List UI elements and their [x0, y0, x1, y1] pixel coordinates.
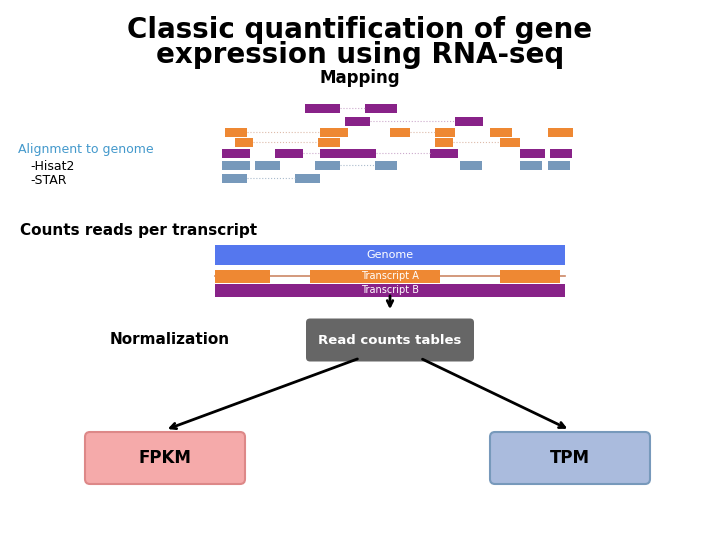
- Text: Counts reads per transcript: Counts reads per transcript: [20, 222, 257, 238]
- Text: -Hisat2: -Hisat2: [30, 159, 74, 172]
- Bar: [295, 173, 320, 183]
- Bar: [222, 148, 250, 158]
- Text: -STAR: -STAR: [30, 173, 66, 186]
- Bar: [520, 148, 545, 158]
- FancyBboxPatch shape: [85, 432, 245, 484]
- Bar: [255, 160, 280, 170]
- Bar: [320, 127, 348, 137]
- Bar: [548, 127, 573, 137]
- Bar: [215, 269, 270, 282]
- Bar: [275, 148, 303, 158]
- Bar: [315, 160, 340, 170]
- Bar: [490, 127, 512, 137]
- FancyBboxPatch shape: [306, 319, 474, 361]
- Bar: [520, 160, 542, 170]
- Bar: [550, 148, 572, 158]
- Bar: [375, 160, 397, 170]
- Text: Normalization: Normalization: [110, 333, 230, 348]
- Bar: [430, 148, 458, 158]
- Bar: [225, 127, 247, 137]
- Text: Classic quantification of gene: Classic quantification of gene: [127, 16, 593, 44]
- Bar: [500, 138, 520, 146]
- Bar: [305, 104, 340, 112]
- FancyBboxPatch shape: [215, 284, 565, 296]
- Bar: [548, 160, 570, 170]
- Bar: [345, 117, 370, 125]
- Bar: [455, 117, 483, 125]
- Bar: [365, 104, 397, 112]
- Text: expression using RNA-seq: expression using RNA-seq: [156, 41, 564, 69]
- Bar: [320, 148, 348, 158]
- Bar: [435, 127, 455, 137]
- Text: Transcript A: Transcript A: [361, 271, 419, 281]
- Bar: [222, 160, 250, 170]
- Bar: [235, 138, 253, 146]
- Text: Alignment to genome: Alignment to genome: [18, 144, 153, 157]
- Bar: [310, 269, 440, 282]
- Bar: [500, 269, 560, 282]
- Bar: [390, 127, 410, 137]
- Bar: [318, 138, 340, 146]
- Bar: [222, 173, 247, 183]
- FancyBboxPatch shape: [215, 245, 565, 265]
- Text: FPKM: FPKM: [138, 449, 192, 467]
- Text: Read counts tables: Read counts tables: [318, 334, 462, 347]
- Text: TPM: TPM: [550, 449, 590, 467]
- Text: Mapping: Mapping: [320, 69, 400, 87]
- FancyBboxPatch shape: [490, 432, 650, 484]
- Bar: [348, 148, 376, 158]
- Bar: [435, 138, 453, 146]
- Text: Transcript B: Transcript B: [361, 285, 419, 295]
- Bar: [460, 160, 482, 170]
- Text: Genome: Genome: [366, 250, 413, 260]
